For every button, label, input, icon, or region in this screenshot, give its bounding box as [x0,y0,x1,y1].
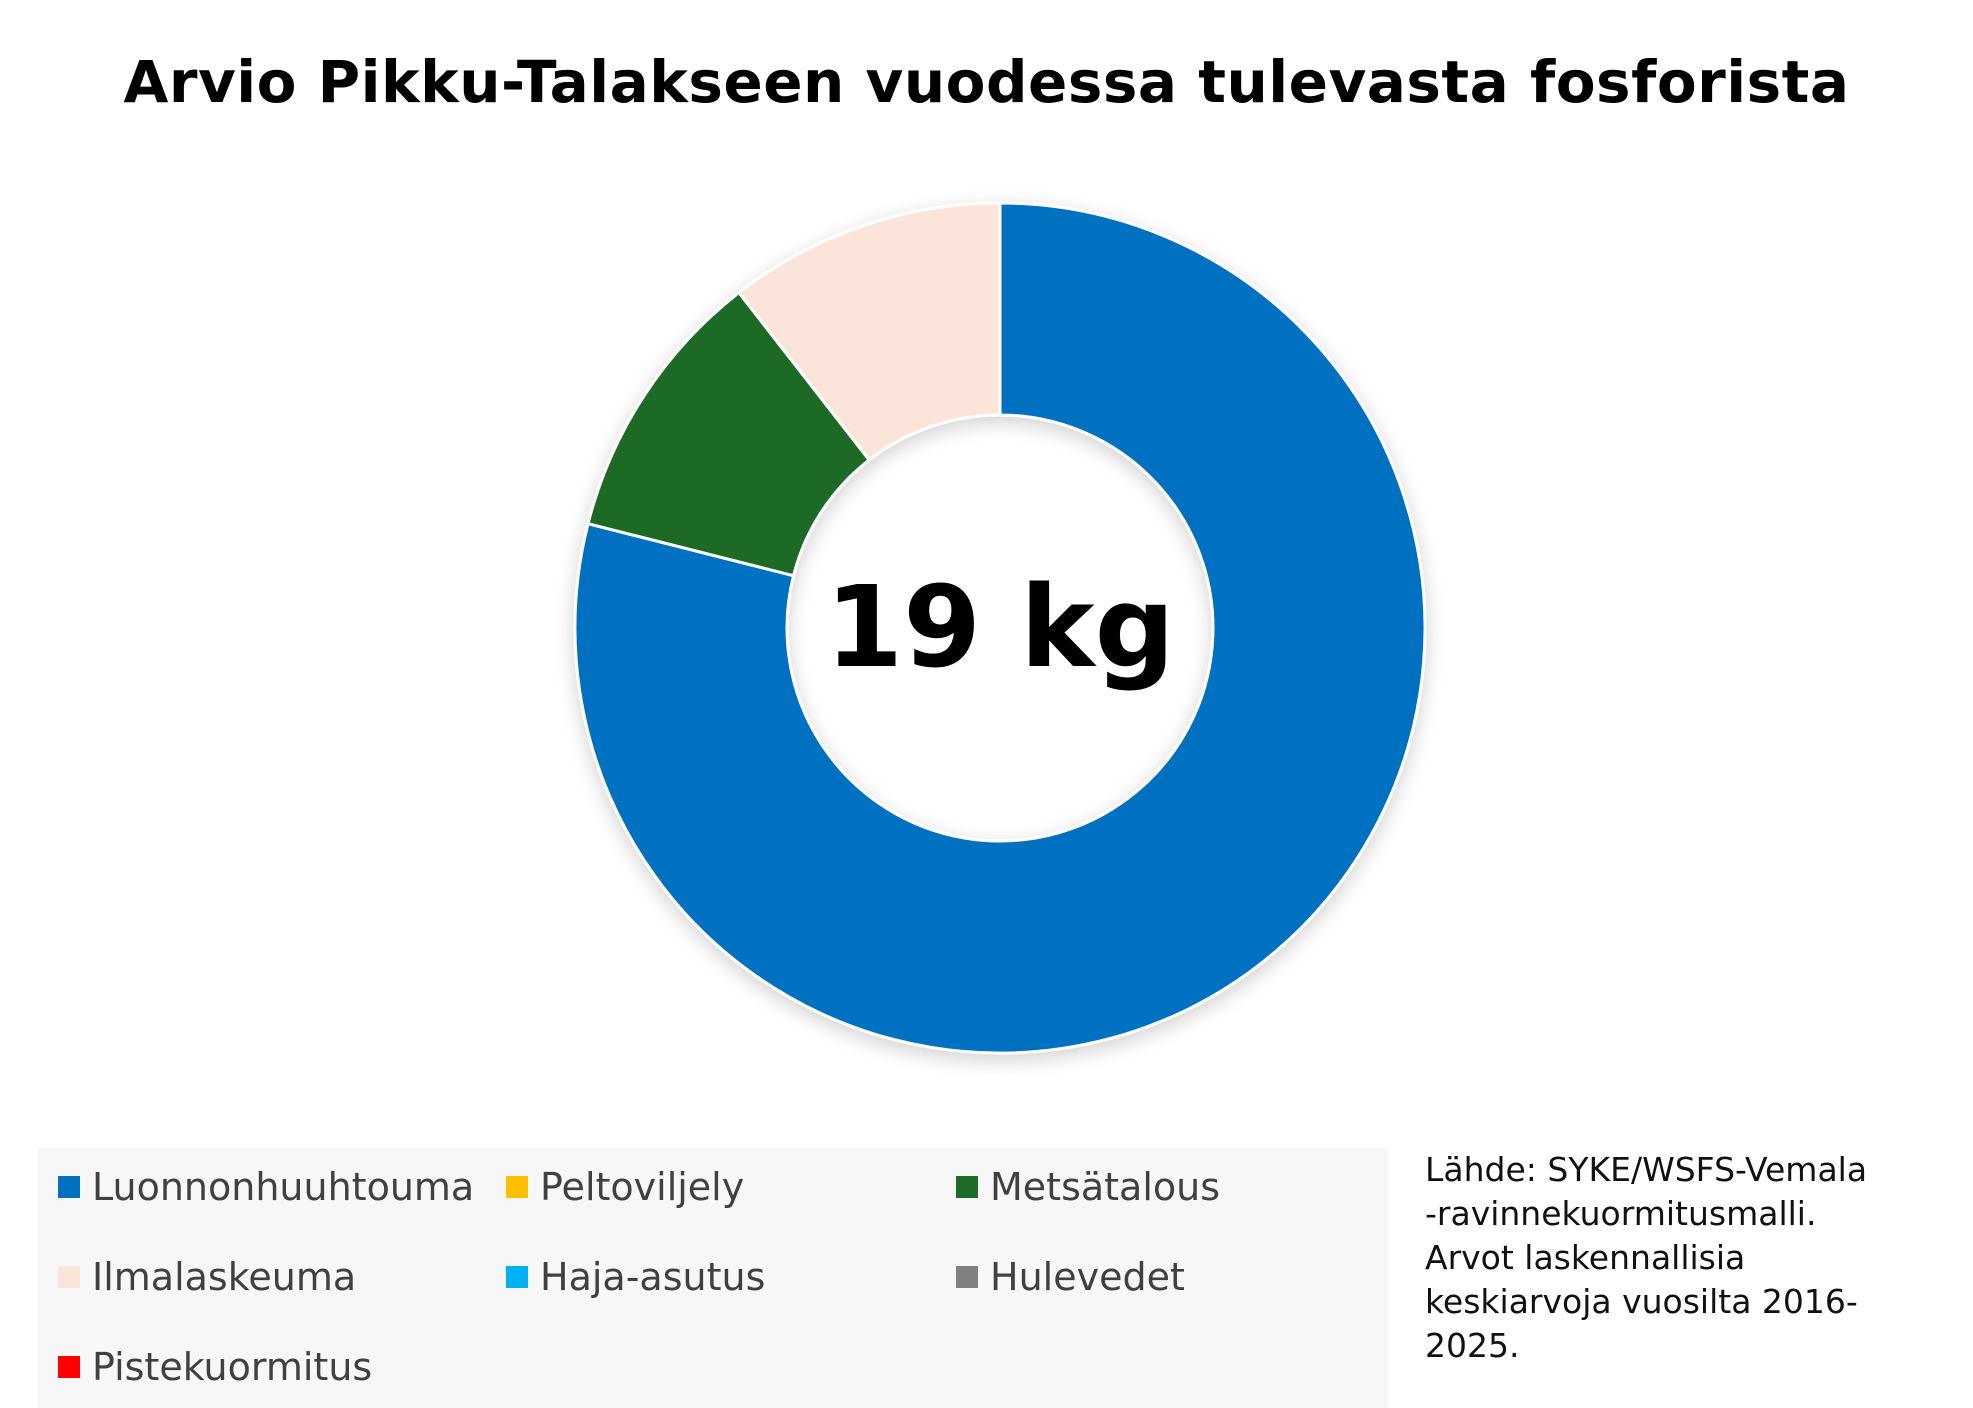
center-total-label: 19 kg [825,563,1175,693]
donut-slice-ilmalaskeuma [736,201,1002,463]
legend-item: Hulevedet [956,1252,1185,1302]
legend-label: Haja-asutus [540,1255,766,1299]
legend-swatch [956,1266,978,1288]
source-line: -ravinnekuormitusmalli. [1425,1194,1817,1233]
donut-slices [573,201,1427,1055]
donut-slice-luonnonhuuhtouma [573,201,1427,1055]
legend-item: Haja-asutus [506,1252,765,1302]
donut-slice-mets-talous [586,290,872,578]
source-note: Lähde: SYKE/WSFS-Vemala -ravinnekuormitu… [1425,1148,1945,1368]
legend-item: Pistekuormitus [58,1342,372,1392]
source-line: keskiarvoja vuosilta 2016- [1425,1282,1858,1321]
legend-swatch [506,1176,528,1198]
source-line: Lähde: SYKE/WSFS-Vemala [1425,1150,1868,1189]
source-line: Arvot laskennallisia [1425,1238,1746,1277]
legend-label: Ilmalaskeuma [92,1255,357,1299]
legend-item: Ilmalaskeuma [58,1252,356,1302]
legend-label: Luonnonhuuhtouma [92,1165,475,1209]
legend-swatch [58,1356,80,1378]
source-line: 2025. [1425,1326,1520,1365]
legend-label: Hulevedet [990,1255,1185,1299]
legend-swatch [58,1266,80,1288]
chart-title: Arvio Pikku-Talakseen vuodessa tulevasta… [123,48,1850,116]
legend-item: Luonnonhuuhtouma [58,1162,474,1212]
legend-item: Metsätalous [956,1162,1220,1212]
legend-swatch [58,1176,80,1198]
donut-chart: 19 kg [573,201,1427,1055]
legend-swatch [506,1266,528,1288]
legend-label: Metsätalous [990,1165,1221,1209]
legend-swatch [956,1176,978,1198]
chart-legend: Luonnonhuuhtouma Peltoviljely Metsätalous I… [38,1148,1388,1408]
legend-label: Peltoviljely [540,1165,745,1209]
legend-label: Pistekuormitus [92,1345,373,1389]
legend-item: Peltoviljely [506,1162,744,1212]
